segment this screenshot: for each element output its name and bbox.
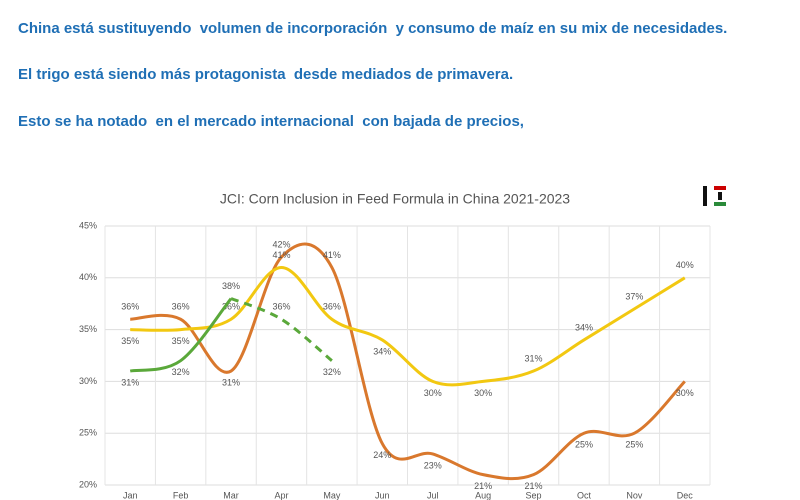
series-line — [130, 242, 686, 481]
chart-title: JCI: Corn Inclusion in Feed Formula in C… — [220, 191, 570, 207]
header-line: Esto se ha notado en el mercado internac… — [18, 113, 524, 130]
x-tick-label: Sep — [526, 490, 542, 500]
data-label: 38% — [222, 281, 240, 291]
x-tick-label: Jun — [375, 490, 390, 500]
x-tick-label: Nov — [626, 490, 643, 500]
header-line: China está sustituyendo volumen de incor… — [18, 20, 728, 37]
data-label: 34% — [373, 346, 391, 356]
data-label: 21% — [474, 481, 492, 491]
data-label: 36% — [272, 302, 290, 312]
data-label: 31% — [525, 353, 543, 363]
data-label: 25% — [625, 440, 643, 450]
x-tick-label: Mar — [223, 490, 239, 500]
x-tick-label: May — [323, 490, 341, 500]
x-tick-label: Apr — [274, 490, 288, 500]
series-line — [130, 265, 686, 387]
data-label: 30% — [676, 388, 694, 398]
x-tick-label: Dec — [677, 490, 694, 500]
data-label: 24% — [373, 450, 391, 460]
y-tick-label: 40% — [79, 272, 97, 282]
data-label: 31% — [222, 377, 240, 387]
data-label: 21% — [525, 481, 543, 491]
x-tick-label: Aug — [475, 490, 491, 500]
data-label: 32% — [323, 367, 341, 377]
y-tick-label: 30% — [79, 376, 97, 386]
data-label: 37% — [625, 291, 643, 301]
data-label: 30% — [424, 388, 442, 398]
data-label: 35% — [121, 336, 139, 346]
x-tick-label: Oct — [577, 490, 592, 500]
x-tick-label: Feb — [173, 490, 189, 500]
data-label: 41% — [323, 250, 341, 260]
data-label: 42% — [272, 239, 290, 249]
data-label: 32% — [172, 367, 190, 377]
logo — [703, 186, 726, 206]
data-label: 40% — [676, 260, 694, 270]
data-label: 30% — [474, 388, 492, 398]
data-label: 36% — [323, 302, 341, 312]
series-line — [230, 297, 333, 362]
series-line — [129, 297, 233, 373]
data-label: 23% — [424, 460, 442, 470]
data-label: 25% — [575, 440, 593, 450]
y-tick-label: 25% — [79, 428, 97, 438]
y-tick-label: 35% — [79, 324, 97, 334]
x-tick-label: Jan — [123, 490, 138, 500]
data-label: 35% — [172, 336, 190, 346]
data-label: 36% — [172, 302, 190, 312]
y-tick-label: 45% — [79, 220, 97, 230]
data-label: 36% — [222, 302, 240, 312]
data-label: 41% — [272, 250, 290, 260]
data-label: 31% — [121, 377, 139, 387]
header-line: El trigo está siendo más protagonista de… — [18, 66, 514, 83]
data-label: 36% — [121, 302, 139, 312]
y-tick-label: 20% — [79, 479, 97, 489]
x-tick-label: Jul — [427, 490, 439, 500]
data-label: 34% — [575, 322, 593, 332]
